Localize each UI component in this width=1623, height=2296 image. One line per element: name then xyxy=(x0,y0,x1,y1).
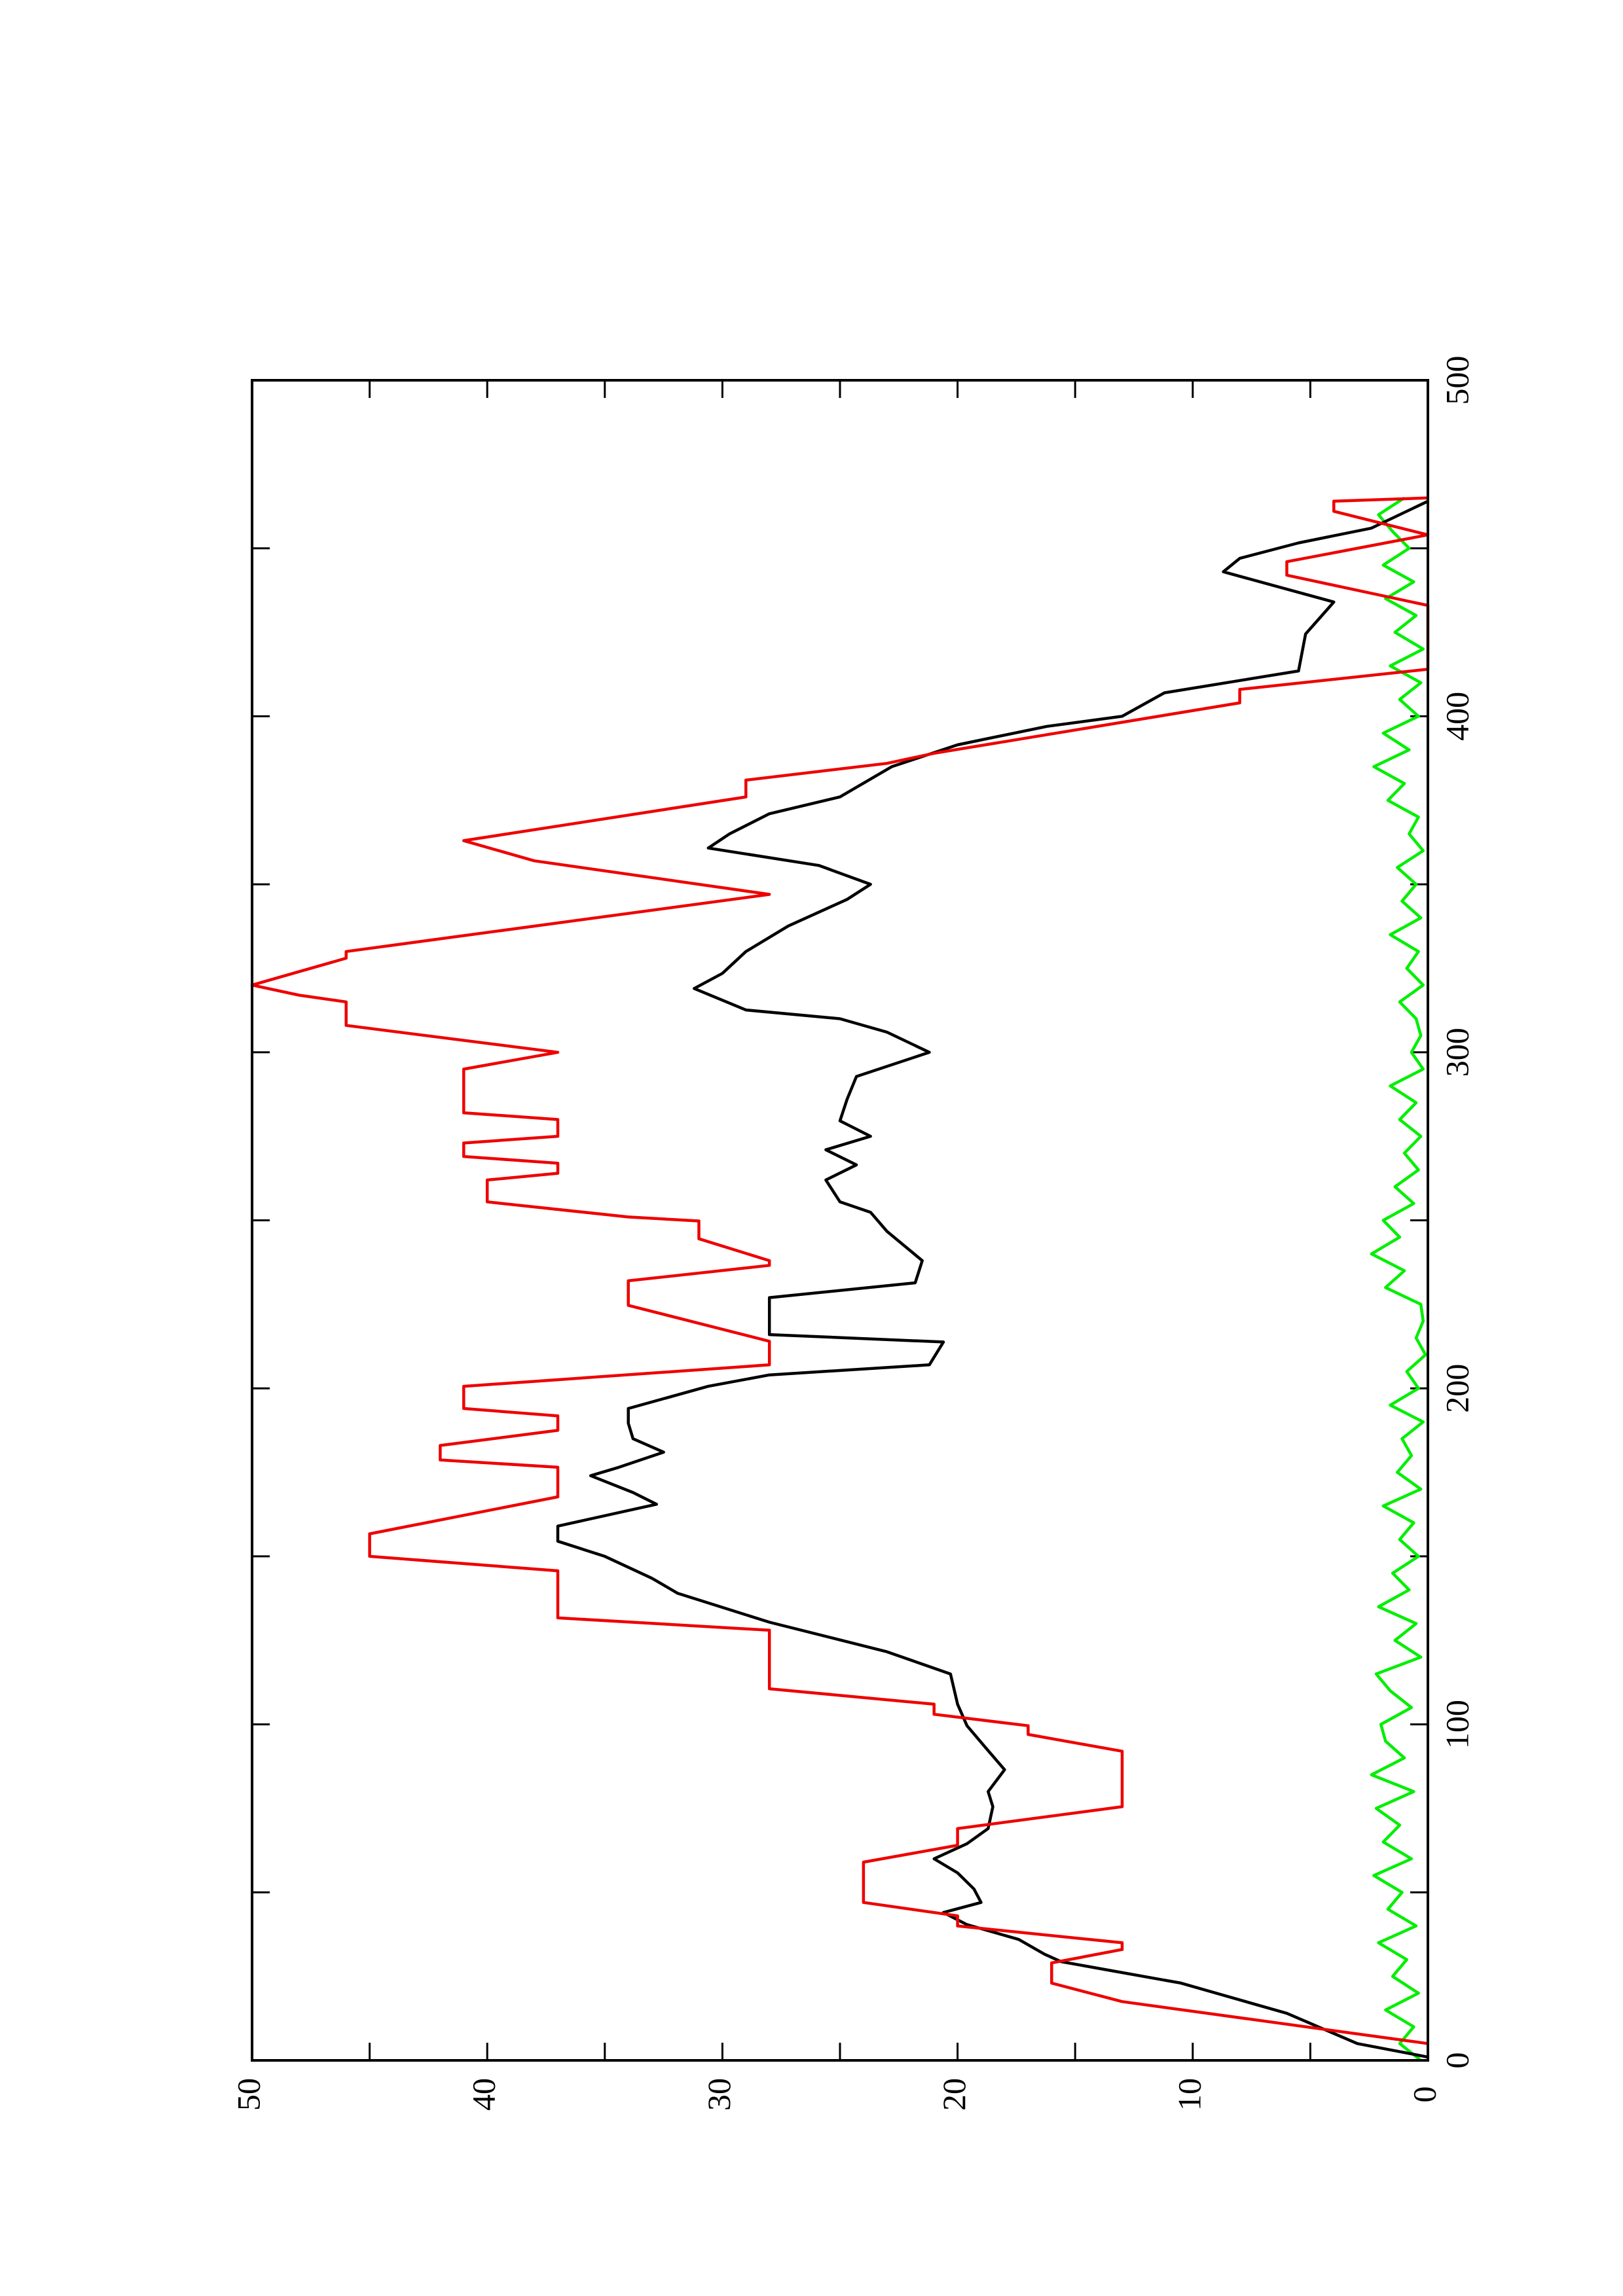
x-tick-label: 500 xyxy=(1438,356,1475,405)
plot-frame xyxy=(251,379,1429,2062)
data-line xyxy=(556,499,1429,2059)
y-tick-label: 40 xyxy=(465,2078,502,2111)
y-tick-label: 50 xyxy=(230,2078,266,2111)
y-tick-label: 30 xyxy=(701,2078,737,2111)
x-tick-label: 300 xyxy=(1438,1028,1475,1077)
y-tick-label: 10 xyxy=(1171,2078,1207,2111)
data-line xyxy=(250,496,1430,2045)
x-tick-label: 400 xyxy=(1438,692,1475,741)
data-line xyxy=(1370,496,1427,2062)
x-tick-label: 0 xyxy=(1438,2053,1475,2069)
y-tick-label: 20 xyxy=(936,2078,972,2111)
y-tick-label: 0 xyxy=(1406,2087,1442,2103)
x-tick-label: 100 xyxy=(1438,1700,1475,1749)
x-tick-label: 200 xyxy=(1438,1364,1475,1413)
